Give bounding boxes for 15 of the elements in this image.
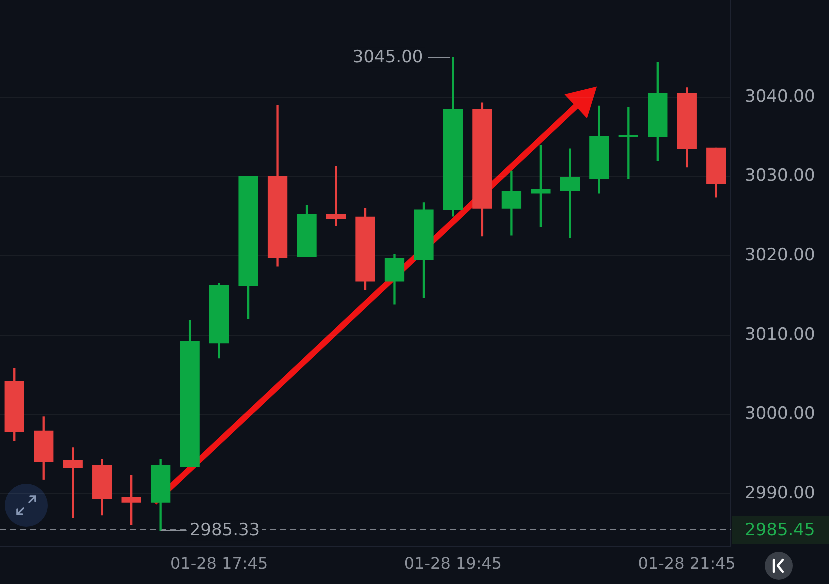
annotation: 3045.00 xyxy=(352,47,424,68)
y-tick-label: 3030.00 xyxy=(745,166,816,186)
candlestick xyxy=(618,107,638,180)
x-tick-label: 01-28 17:45 xyxy=(170,554,268,573)
y-tick-label: 3010.00 xyxy=(745,324,816,345)
y-tick-label: 3040.00 xyxy=(745,86,816,107)
y-tick-label: 2990.00 xyxy=(745,483,816,504)
annotation: 2985.33 xyxy=(190,520,260,540)
candlestick xyxy=(326,166,346,226)
y-tick-label: 3020.00 xyxy=(745,245,816,266)
x-tick-label: 01-28 19:45 xyxy=(404,554,502,573)
y-tick-label: 3000.00 xyxy=(745,404,816,424)
ref-line-label: 2985.45 xyxy=(745,520,816,540)
candlestick xyxy=(560,148,580,238)
x-tick-label: 01-28 21:45 xyxy=(638,554,736,573)
